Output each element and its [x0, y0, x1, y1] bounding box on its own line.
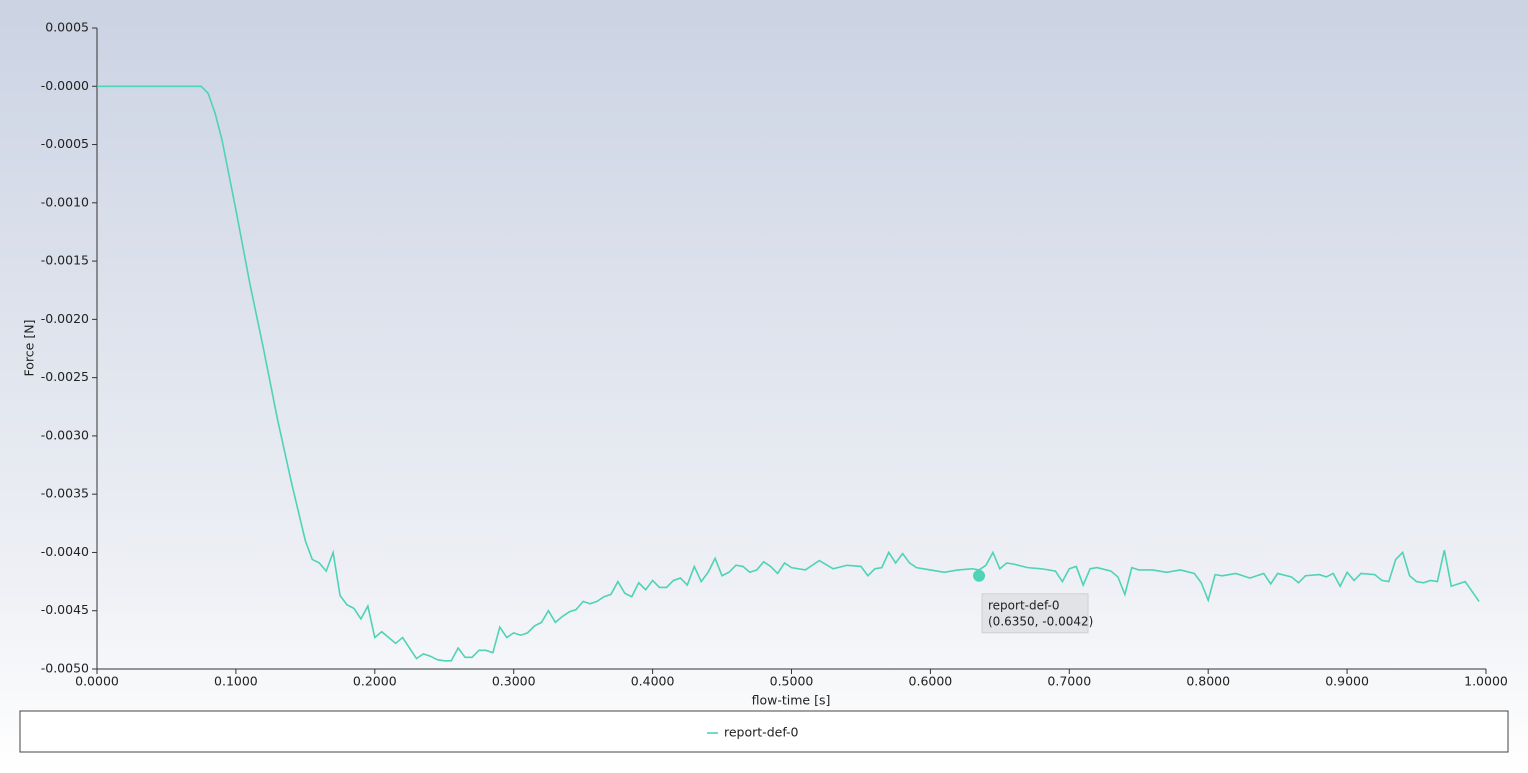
hover-point	[973, 569, 986, 582]
y-tick-label: -0.0030	[41, 427, 89, 442]
series-line	[97, 85, 1480, 662]
x-tick-label: 0.5000	[770, 674, 814, 689]
y-tick-label: 0.0005	[45, 20, 89, 35]
x-tick-label: 0.7000	[1047, 674, 1091, 689]
tooltip-name: report-def-0	[988, 598, 1060, 612]
y-tick-label: -0.0000	[41, 78, 89, 93]
x-tick-label: 1.0000	[1464, 674, 1508, 689]
x-axis-label: flow-time [s]	[752, 693, 831, 708]
x-tick-label: 0.9000	[1325, 674, 1369, 689]
y-tick-label: -0.0035	[41, 486, 89, 501]
y-tick-label: -0.0010	[41, 194, 89, 209]
x-tick-label: 0.2000	[353, 674, 397, 689]
y-axis-label: Force [N]	[22, 320, 37, 377]
y-tick-label: -0.0020	[41, 311, 89, 326]
y-tick-label: -0.0015	[41, 253, 89, 268]
tooltip-value: (0.6350, -0.0042)	[988, 614, 1093, 628]
y-tick-label: -0.0045	[41, 602, 89, 617]
x-tick-label: 0.6000	[909, 674, 953, 689]
x-tick-label: 0.8000	[1186, 674, 1230, 689]
legend-label: report-def-0	[724, 725, 799, 740]
y-tick-label: -0.0040	[41, 544, 89, 559]
x-tick-label: 0.1000	[214, 674, 258, 689]
y-tick-label: -0.0025	[41, 369, 89, 384]
x-tick-label: 0.4000	[631, 674, 675, 689]
x-tick-label: 0.3000	[492, 674, 536, 689]
legend-box	[19, 710, 1509, 753]
tooltip-box	[981, 593, 1089, 634]
x-tick-label: 0.0000	[75, 674, 119, 689]
y-tick-label: -0.0050	[41, 661, 89, 676]
y-tick-label: -0.0005	[41, 136, 89, 151]
